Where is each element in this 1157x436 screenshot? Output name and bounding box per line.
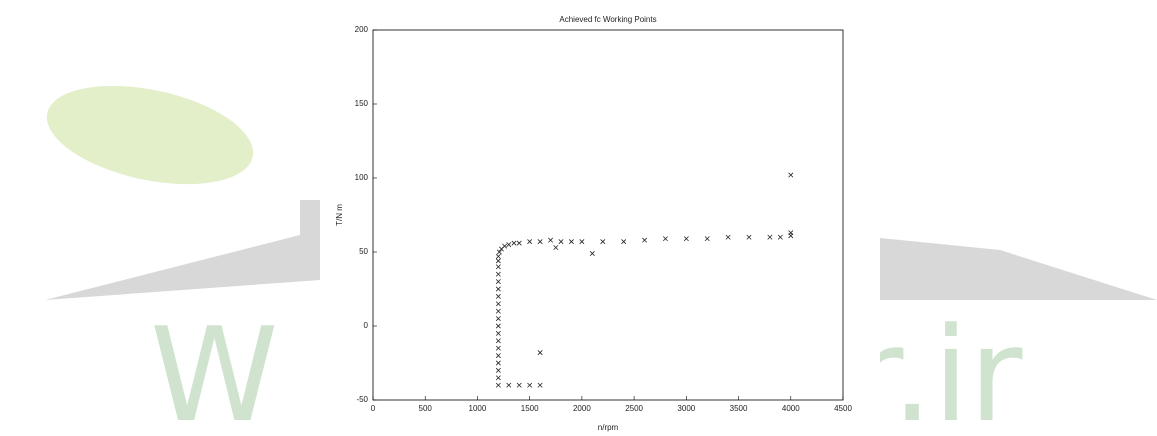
point [495, 316, 501, 322]
leaf-watermark [46, 85, 254, 185]
point [558, 239, 564, 245]
point [495, 375, 501, 381]
x-tick-label: 1500 [521, 404, 539, 413]
point [537, 382, 543, 388]
y-tick-label: 100 [355, 173, 369, 182]
y-axis-label: T/N m [335, 204, 344, 226]
point [495, 279, 501, 285]
point [527, 382, 533, 388]
point [495, 286, 501, 292]
point [506, 242, 512, 248]
x-tick-label: 3500 [730, 404, 748, 413]
x-tick-label: 1000 [469, 404, 487, 413]
point [495, 301, 501, 307]
point [495, 264, 501, 270]
point [683, 236, 689, 242]
y-tick-label: 0 [364, 321, 369, 330]
point [767, 234, 773, 240]
point [495, 382, 501, 388]
point [495, 323, 501, 329]
point [495, 293, 501, 299]
point [725, 234, 731, 240]
swoosh-left [45, 200, 320, 300]
point [502, 243, 508, 249]
chart-background [320, 0, 880, 436]
point [495, 338, 501, 344]
point [579, 239, 585, 245]
point [495, 345, 501, 351]
point [537, 350, 543, 356]
point [589, 250, 595, 256]
x-tick-label: 0 [371, 404, 376, 413]
point [568, 239, 574, 245]
point [495, 308, 501, 314]
point [495, 353, 501, 359]
point [516, 240, 522, 246]
x-tick-label: 3000 [677, 404, 695, 413]
x-tick-label: 500 [419, 404, 433, 413]
point [777, 234, 783, 240]
point [621, 239, 627, 245]
point [788, 230, 794, 236]
point [511, 240, 517, 246]
x-tick-label: 2000 [573, 404, 591, 413]
point [600, 239, 606, 245]
point [495, 330, 501, 336]
x-tick-label: 4500 [834, 404, 852, 413]
x-tick-label: 2500 [625, 404, 643, 413]
x-tick-label: 4000 [782, 404, 800, 413]
point [495, 367, 501, 373]
plot-frame [372, 29, 844, 401]
point [495, 253, 501, 259]
point [495, 360, 501, 366]
point [537, 239, 543, 245]
point [553, 245, 559, 251]
y-tick-label: -50 [356, 395, 368, 404]
point [788, 172, 794, 178]
point [516, 382, 522, 388]
y-tick-label: 150 [355, 99, 369, 108]
point [642, 237, 648, 243]
watermark-left: W [150, 299, 279, 436]
point [704, 236, 710, 242]
point [527, 239, 533, 245]
point [506, 382, 512, 388]
point [548, 237, 554, 243]
chart-title: Achieved fc Working Points [559, 15, 656, 24]
point [746, 234, 752, 240]
x-axis-label: n/rpm [598, 423, 619, 432]
point [496, 249, 502, 255]
y-tick-label: 200 [355, 25, 369, 34]
y-tick-label: 50 [359, 247, 368, 256]
point [495, 258, 501, 264]
point [495, 271, 501, 277]
swoosh-right [850, 235, 1157, 300]
point [662, 236, 668, 242]
